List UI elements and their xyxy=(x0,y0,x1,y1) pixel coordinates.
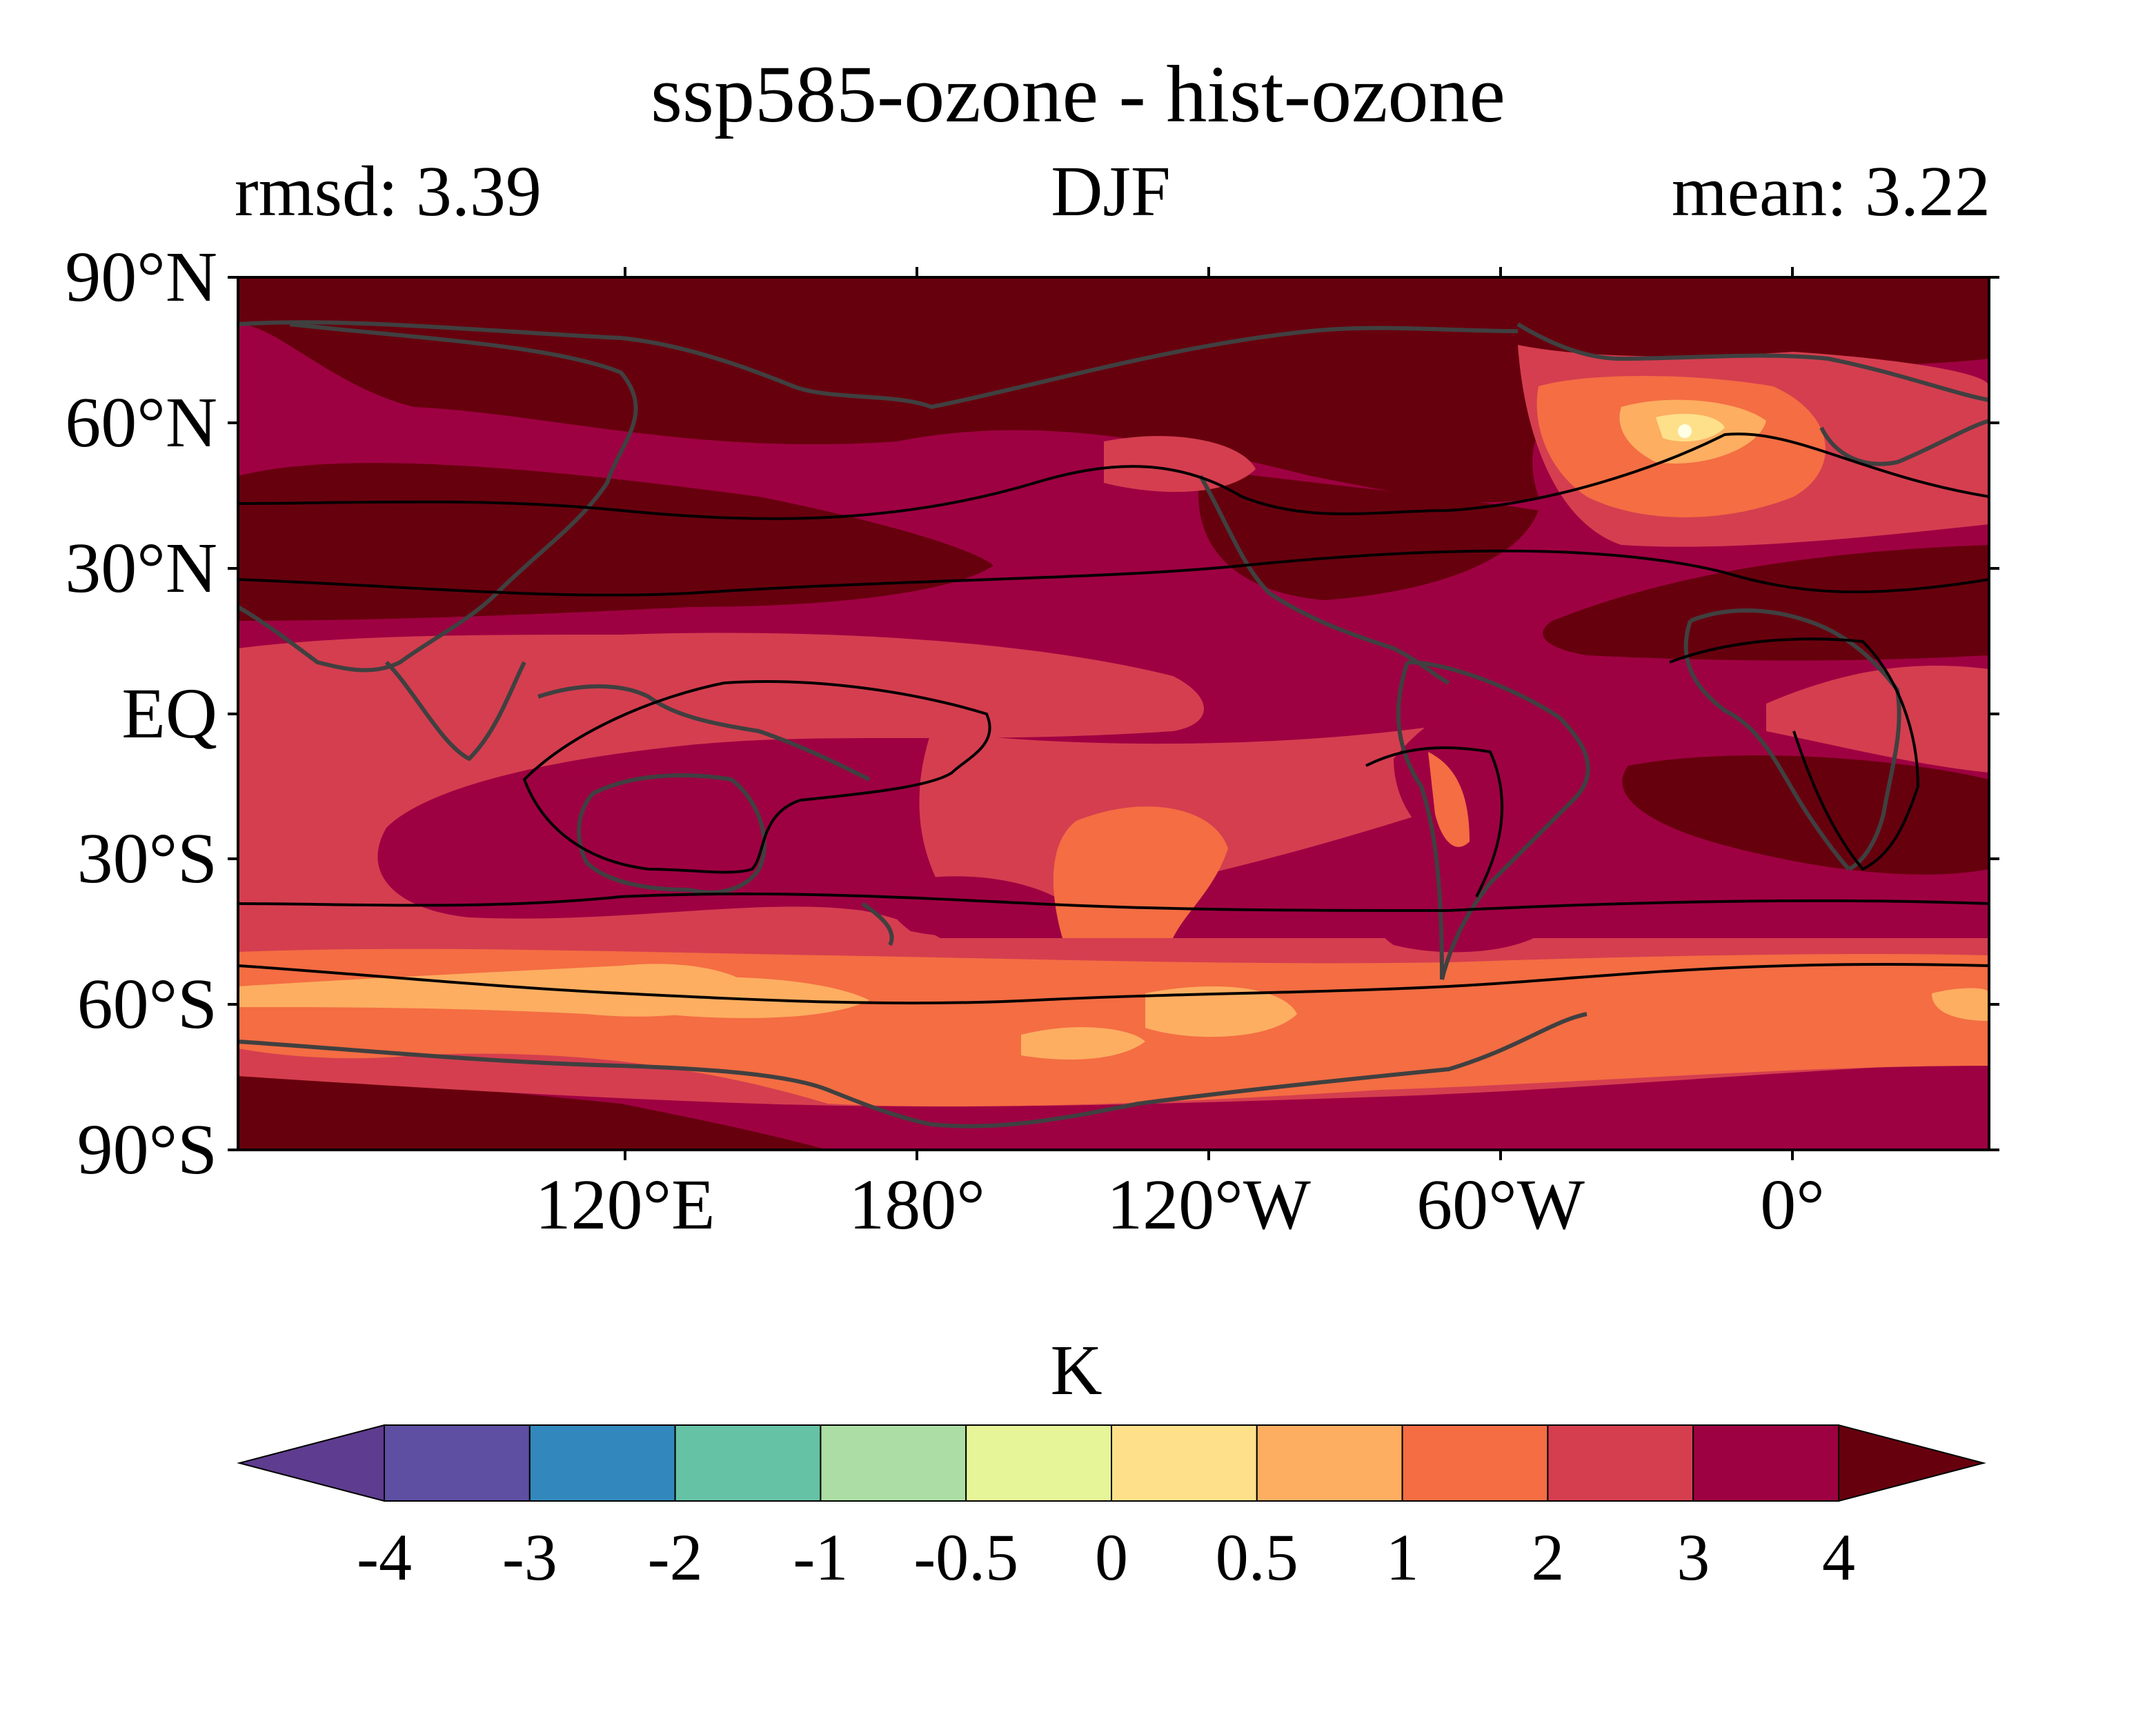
colorbar-tick-label: -2 xyxy=(647,1520,703,1594)
field-level-0p5to1 xyxy=(238,399,1989,1060)
y-tick-label: 60°N xyxy=(65,383,217,462)
colorbar-swatch xyxy=(1692,1424,1839,1502)
colorbar-tick-label: 4 xyxy=(1822,1520,1855,1594)
y-tick-label: EQ xyxy=(121,674,217,753)
colorbar-tick-label: 0 xyxy=(1095,1520,1128,1594)
colorbar-swatch xyxy=(1401,1424,1549,1502)
colorbar-tick-label: -0.5 xyxy=(913,1520,1019,1594)
colorbar-swatch xyxy=(674,1424,822,1502)
x-tick-label: 120°W xyxy=(1107,1165,1311,1244)
x-tick-label: 120°E xyxy=(535,1165,715,1244)
colorbar-extend-low xyxy=(237,1424,385,1502)
x-tick-label: 60°W xyxy=(1416,1165,1585,1244)
x-tick-label: 0° xyxy=(1760,1165,1825,1244)
colorbar-tick-label: -1 xyxy=(793,1520,849,1594)
colorbar-swatch xyxy=(1111,1424,1258,1502)
colorbar-tick-label: 3 xyxy=(1677,1520,1710,1594)
field-level-gt4 xyxy=(238,277,1989,1150)
colorbar xyxy=(237,1424,1986,1502)
contour-lines xyxy=(238,433,1989,1005)
colorbar-unit-label: K xyxy=(1050,1331,1102,1410)
y-tick-label: 30°S xyxy=(77,819,217,898)
max-spot xyxy=(1678,424,1692,438)
rmsd-label: rmsd: 3.39 xyxy=(235,152,542,231)
colorbar-swatch xyxy=(1547,1424,1694,1502)
mean-label: mean: 3.22 xyxy=(1671,152,1990,231)
y-tick-label: 90°N xyxy=(65,237,217,317)
colorbar-tick-label: -3 xyxy=(502,1520,557,1594)
colorbar-extend-high xyxy=(1838,1424,1986,1502)
colorbar-tick-label: 1 xyxy=(1385,1520,1419,1594)
map-title: ssp585-ozone - hist-ozone xyxy=(651,49,1505,139)
x-tick-label: 180° xyxy=(849,1165,985,1244)
season-label: DJF xyxy=(1051,152,1171,231)
y-tick-label: 60°S xyxy=(77,964,217,1044)
coastlines xyxy=(238,320,1989,1129)
y-tick-label: 90°S xyxy=(77,1110,217,1189)
axis-ticks xyxy=(228,267,1999,1160)
colorbar-swatch xyxy=(1256,1424,1403,1502)
colorbar-swatch xyxy=(820,1424,967,1502)
colorbar-tick-label: 0.5 xyxy=(1215,1520,1298,1594)
colorbar-tick-label: -4 xyxy=(357,1520,412,1594)
y-tick-label: 30°N xyxy=(65,528,217,608)
map-panel xyxy=(238,277,1989,1150)
colorbar-tick-label: 2 xyxy=(1531,1520,1565,1594)
colorbar-swatch xyxy=(384,1424,531,1502)
colorbar-swatch xyxy=(528,1424,676,1502)
colorbar-swatch xyxy=(965,1424,1112,1502)
